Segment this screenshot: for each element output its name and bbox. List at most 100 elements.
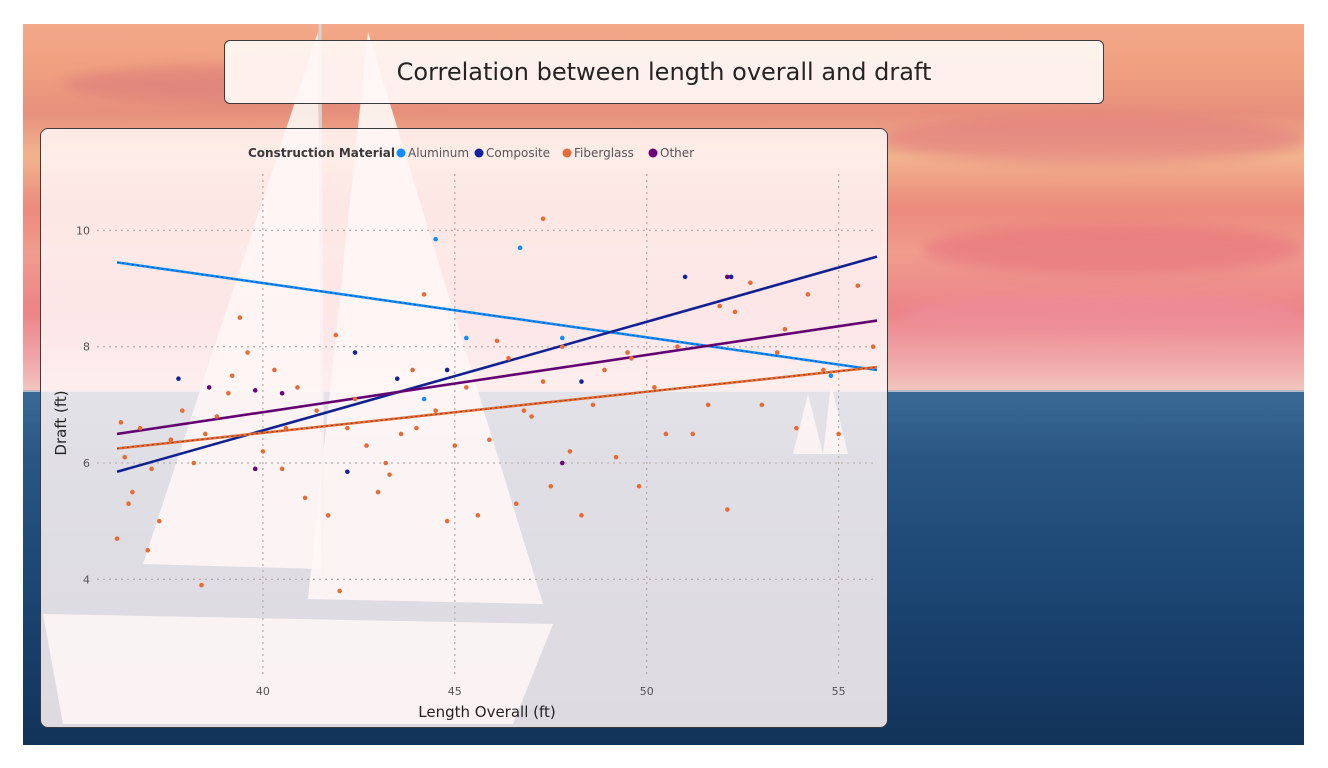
data-point-fiberglass[interactable] — [494, 338, 500, 344]
data-point-composite[interactable] — [579, 379, 584, 384]
data-point-fiberglass[interactable] — [487, 437, 492, 443]
data-point-fiberglass[interactable] — [452, 443, 458, 448]
data-point-fiberglass[interactable] — [725, 507, 730, 512]
data-point-aluminum[interactable] — [828, 373, 834, 379]
data-point-fiberglass[interactable] — [625, 350, 630, 355]
data-point-fiberglass[interactable] — [191, 460, 197, 466]
data-point-fiberglass[interactable] — [663, 431, 669, 437]
data-point-fiberglass[interactable] — [345, 425, 350, 431]
data-point-fiberglass[interactable] — [118, 420, 124, 425]
data-point-fiberglass[interactable] — [529, 414, 534, 419]
data-point-fiberglass[interactable] — [122, 454, 128, 460]
data-point-fiberglass[interactable] — [475, 513, 481, 518]
data-point-fiberglass[interactable] — [302, 495, 308, 501]
data-point-fiberglass[interactable] — [199, 582, 204, 588]
data-point-fiberglass[interactable] — [774, 350, 780, 355]
data-point-fiberglass[interactable] — [782, 326, 788, 332]
data-point-fiberglass[interactable] — [590, 402, 596, 408]
data-point-other[interactable] — [252, 466, 258, 472]
data-point-fiberglass[interactable] — [414, 425, 419, 431]
data-point-fiberglass[interactable] — [759, 402, 765, 408]
data-point-other[interactable] — [279, 390, 285, 396]
data-point-fiberglass[interactable] — [337, 588, 342, 594]
data-point-aluminum[interactable] — [421, 396, 427, 402]
data-point-fiberglass[interactable] — [398, 431, 404, 437]
data-point-composite[interactable] — [444, 367, 450, 373]
data-point-fiberglass[interactable] — [705, 402, 711, 408]
data-point-fiberglass[interactable] — [748, 280, 753, 286]
data-point-composite[interactable] — [728, 274, 734, 280]
data-point-fiberglass[interactable] — [214, 414, 220, 419]
data-point-fiberglass[interactable] — [156, 518, 162, 524]
data-point-fiberglass[interactable] — [540, 379, 546, 384]
data-point-composite[interactable] — [682, 274, 688, 280]
data-point-fiberglass[interactable] — [325, 513, 331, 518]
data-point-fiberglass[interactable] — [245, 350, 250, 355]
data-point-fiberglass[interactable] — [295, 385, 300, 390]
data-point-fiberglass[interactable] — [464, 385, 469, 390]
data-point-fiberglass[interactable] — [870, 344, 876, 350]
data-point-fiberglass[interactable] — [540, 216, 546, 222]
data-point-fiberglass[interactable] — [732, 309, 738, 315]
data-point-fiberglass[interactable] — [652, 385, 657, 390]
data-point-other[interactable] — [252, 388, 258, 393]
data-point-fiberglass[interactable] — [260, 449, 266, 454]
data-point-composite[interactable] — [352, 350, 358, 355]
data-point-fiberglass[interactable] — [180, 408, 185, 413]
data-point-aluminum[interactable] — [517, 245, 523, 251]
data-point-aluminum[interactable] — [464, 335, 469, 341]
data-point-fiberglass[interactable] — [333, 332, 339, 338]
data-point-fiberglass[interactable] — [203, 431, 208, 437]
data-point-other[interactable] — [559, 460, 565, 466]
data-point-fiberglass[interactable] — [364, 443, 369, 448]
data-point-fiberglass[interactable] — [410, 367, 415, 373]
data-point-fiberglass[interactable] — [444, 518, 450, 524]
data-point-fiberglass[interactable] — [602, 367, 607, 373]
data-point-fiberglass[interactable] — [149, 466, 154, 472]
data-point-fiberglass[interactable] — [836, 431, 841, 437]
data-point-fiberglass[interactable] — [613, 454, 619, 460]
data-point-fiberglass[interactable] — [521, 408, 527, 413]
data-point-fiberglass[interactable] — [855, 283, 861, 288]
data-point-fiberglass[interactable] — [352, 396, 358, 402]
data-point-fiberglass[interactable] — [690, 431, 696, 437]
data-point-composite[interactable] — [176, 376, 181, 382]
data-point-fiberglass[interactable] — [717, 303, 722, 309]
data-point-fiberglass[interactable] — [548, 483, 554, 489]
data-point-fiberglass[interactable] — [283, 425, 289, 431]
data-point-fiberglass[interactable] — [137, 425, 143, 431]
data-point-fiberglass[interactable] — [629, 356, 634, 361]
data-point-fiberglass[interactable] — [675, 344, 680, 350]
data-point-fiberglass[interactable] — [237, 315, 243, 320]
data-point-aluminum[interactable] — [559, 335, 565, 341]
data-point-fiberglass[interactable] — [559, 344, 565, 350]
data-point-fiberglass[interactable] — [130, 489, 135, 495]
data-point-fiberglass[interactable] — [272, 367, 277, 373]
data-point-other[interactable] — [206, 385, 212, 390]
data-point-fiberglass[interactable] — [805, 292, 811, 297]
data-point-other[interactable] — [725, 274, 730, 280]
data-point-fiberglass[interactable] — [229, 373, 235, 379]
data-point-fiberglass[interactable] — [567, 449, 573, 454]
data-point-fiberglass[interactable] — [145, 547, 151, 553]
data-point-fiberglass[interactable] — [794, 425, 799, 431]
data-point-fiberglass[interactable] — [636, 483, 642, 489]
data-point-fiberglass[interactable] — [820, 367, 826, 373]
data-point-fiberglass[interactable] — [387, 472, 392, 477]
data-point-fiberglass[interactable] — [433, 408, 438, 413]
data-point-composite[interactable] — [345, 469, 350, 475]
data-point-fiberglass[interactable] — [126, 501, 131, 507]
data-point-aluminum[interactable] — [433, 236, 438, 242]
data-point-fiberglass[interactable] — [383, 460, 389, 466]
data-point-fiberglass[interactable] — [314, 408, 319, 413]
data-point-fiberglass[interactable] — [506, 356, 511, 361]
data-point-fiberglass[interactable] — [168, 437, 174, 443]
data-point-fiberglass[interactable] — [375, 489, 381, 495]
data-point-fiberglass[interactable] — [513, 501, 519, 507]
data-point-fiberglass[interactable] — [226, 390, 231, 396]
data-point-fiberglass[interactable] — [279, 466, 285, 472]
data-point-composite[interactable] — [394, 376, 400, 382]
data-point-fiberglass[interactable] — [114, 536, 120, 541]
data-point-fiberglass[interactable] — [421, 292, 427, 297]
data-point-fiberglass[interactable] — [579, 513, 584, 518]
